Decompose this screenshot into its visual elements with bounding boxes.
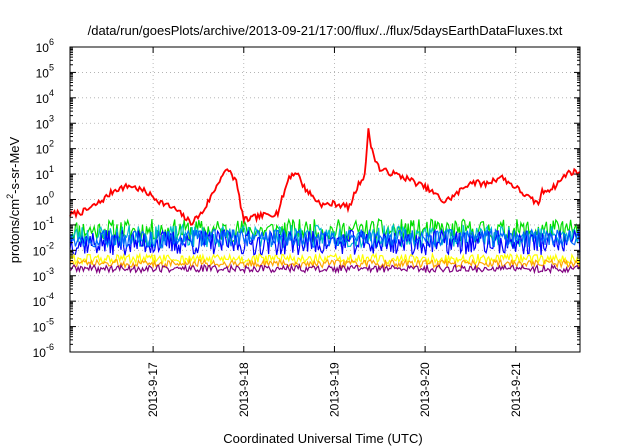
y-tick-label: 105	[36, 62, 54, 80]
x-axis-label: Coordinated Universal Time (UTC)	[223, 431, 422, 446]
y-tick-base: 10	[33, 346, 47, 360]
y-tick-labels: 10-610-510-410-310-210-11001011021031041…	[33, 37, 54, 360]
y-tick-base: 10	[36, 143, 50, 157]
y-tick-base: 10	[36, 66, 50, 80]
y-tick-exponent: -4	[46, 291, 54, 301]
x-tick-label: 2013-9-17	[146, 362, 160, 417]
series-line	[69, 251, 581, 266]
y-axis-label: protons/cm2-s-sr-MeV	[5, 136, 22, 263]
y-tick-label: 103	[36, 113, 54, 131]
y-tick-label: 10-1	[33, 215, 54, 233]
series-line	[69, 262, 581, 275]
y-axis-label-suffix: -s-sr-MeV	[7, 136, 22, 193]
series-line	[69, 227, 581, 250]
y-tick-base: 10	[36, 41, 50, 55]
y-tick-exponent: -3	[46, 266, 54, 276]
chart-title: /data/run/goesPlots/archive/2013-09-21/1…	[88, 23, 563, 38]
series-line	[69, 128, 581, 226]
y-tick-base: 10	[33, 219, 47, 233]
y-tick-base: 10	[36, 92, 50, 106]
y-tick-label: 10-2	[33, 240, 54, 258]
y-tick-label: 10-5	[33, 317, 54, 335]
y-tick-exponent: -5	[46, 317, 54, 327]
y-tick-base: 10	[36, 168, 50, 182]
y-tick-label: 10-3	[33, 266, 54, 284]
x-tick-label: 2013-9-20	[418, 362, 432, 417]
y-tick-exponent: 6	[49, 37, 54, 47]
y-tick-exponent: 2	[49, 139, 54, 149]
y-tick-exponent: 1	[49, 164, 54, 174]
y-tick-base: 10	[33, 244, 47, 258]
y-tick-exponent: -2	[46, 240, 54, 250]
x-tick-label: 2013-9-21	[509, 362, 523, 417]
y-tick-base: 10	[33, 270, 47, 284]
y-tick-base: 10	[36, 194, 50, 208]
y-tick-base: 10	[33, 295, 47, 309]
y-tick-exponent: 5	[49, 62, 54, 72]
axis-ticks	[70, 46, 580, 353]
x-tick-label: 2013-9-19	[327, 362, 341, 417]
series-layer	[69, 128, 581, 275]
y-tick-label: 102	[36, 139, 54, 157]
y-tick-exponent: -6	[46, 342, 54, 352]
x-tick-label: 2013-9-18	[237, 362, 251, 417]
y-tick-exponent: 4	[49, 88, 54, 98]
y-tick-label: 104	[36, 88, 54, 106]
y-tick-label: 10-4	[33, 291, 54, 309]
y-tick-exponent: 3	[49, 113, 54, 123]
y-tick-label: 106	[36, 37, 54, 55]
y-tick-exponent: -1	[46, 215, 54, 225]
x-tick-labels: 2013-9-17 2013-9-18 2013-9-19 2013-9-20 2013…	[146, 362, 523, 417]
y-tick-label: 10-6	[33, 342, 54, 360]
y-tick-base: 10	[36, 117, 50, 131]
y-axis-label-sup: 2	[5, 194, 15, 199]
y-tick-label: 101	[36, 164, 54, 182]
y-axis-label-prefix: protons/cm	[7, 199, 22, 263]
series-line	[69, 258, 581, 270]
y-tick-label: 100	[36, 190, 54, 208]
grid-lines	[70, 47, 580, 352]
y-tick-base: 10	[33, 321, 47, 335]
y-tick-exponent: 0	[49, 190, 54, 200]
